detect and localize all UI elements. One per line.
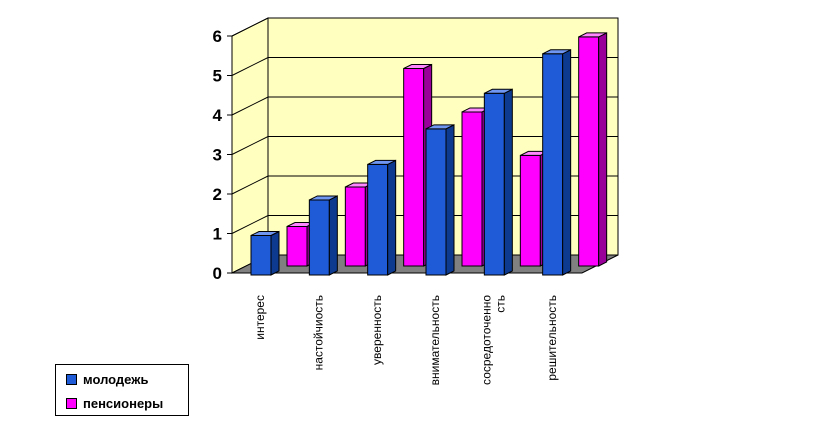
bar-front: [542, 53, 564, 276]
x-tick-label: решительность: [545, 295, 559, 381]
bar-front: [483, 92, 505, 276]
legend-item-youth: молодежь: [56, 368, 188, 390]
bar-top: [403, 64, 432, 69]
bar-side: [503, 88, 513, 276]
bar-youth-1: [308, 195, 338, 276]
bar-front: [519, 154, 541, 267]
y-tick-label: 3: [213, 146, 222, 165]
y-tick-label: 1: [213, 225, 222, 244]
bar-top: [484, 88, 513, 94]
bar-side: [562, 48, 572, 276]
x-tick-label: настойчиость: [312, 295, 326, 370]
x-tick-label: уверенность: [370, 295, 384, 365]
bar-side: [328, 195, 338, 276]
y-tick-label: 5: [213, 67, 222, 86]
x-tick-label: внимательность: [428, 295, 442, 385]
bar-side: [387, 159, 397, 276]
bar-youth-0: [250, 230, 280, 276]
legend-item-pensioners: пенсионеры: [56, 392, 188, 414]
bar-top: [425, 124, 455, 130]
legend-swatch-youth: [66, 373, 77, 385]
bar-front: [578, 36, 600, 267]
bar-top: [542, 49, 571, 55]
x-tick-label: сосредоточенно: [480, 295, 494, 385]
y-tick-label: 0: [213, 264, 222, 283]
bar-side: [598, 32, 608, 267]
bar-front: [403, 68, 425, 267]
bar-top: [367, 159, 396, 165]
bar-top: [250, 231, 280, 236]
bar-front: [367, 163, 389, 276]
bar-top: [578, 32, 607, 38]
y-tick-label: 4: [213, 106, 223, 125]
x-axis-labels: интерес настойчиость уверенность внимательн…: [253, 295, 559, 386]
bar-side: [445, 124, 455, 276]
y-axis-ticks: 0 1 2 3 4 5 6: [213, 27, 232, 283]
bars: [250, 32, 608, 276]
legend-swatch-pensioners: [66, 397, 77, 409]
bar-front: [344, 186, 366, 267]
bar-pensioners-5: [578, 32, 608, 267]
bar-front: [425, 128, 447, 276]
gridline: [231, 17, 618, 37]
bar-front: [461, 111, 483, 267]
legend-label-youth: молодежь: [83, 371, 149, 387]
gridline: [231, 57, 618, 76]
bar-youth-5: [542, 48, 572, 276]
bar-front: [308, 199, 330, 276]
y-tick-label: 2: [213, 185, 222, 204]
x-tick-label: интерес: [253, 295, 267, 340]
x-tick-label: сть: [494, 295, 508, 313]
bar-youth-3: [425, 124, 455, 276]
legend: молодежь пенсионеры: [55, 364, 189, 416]
bar-youth-4: [483, 88, 513, 276]
bar-side: [270, 230, 280, 276]
y-tick-label: 6: [213, 27, 222, 46]
bar-youth-2: [367, 159, 397, 276]
bar-top: [309, 195, 338, 201]
bar-front: [286, 226, 308, 267]
bar-front: [250, 235, 272, 276]
legend-label-pensioners: пенсионеры: [83, 395, 164, 411]
